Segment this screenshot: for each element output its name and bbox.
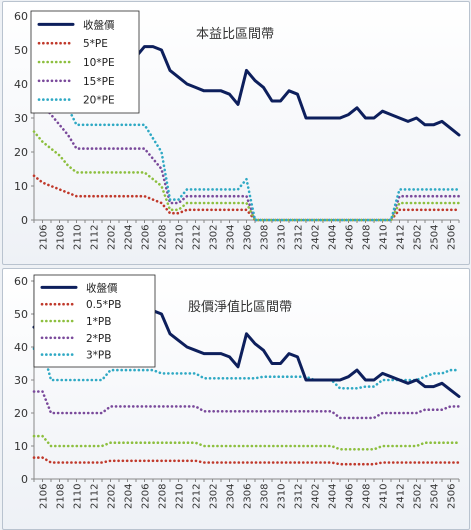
x-tick-label: 2208 [158,484,169,509]
legend-label-0: 收盤價 [86,281,118,294]
x-tick-label: 2304 [226,225,237,250]
x-tick-label: 2202 [107,484,118,509]
x-tick-label: 2502 [413,225,424,250]
y-tick-label: 40 [14,341,28,354]
x-tick-label: 2306 [243,484,254,509]
x-tick-label: 2108 [56,225,67,250]
y-tick-label: 10 [14,180,28,193]
x-tick-label: 2208 [158,225,169,250]
legend-label-3: 15*PE [83,76,115,88]
y-tick-label: 30 [14,112,28,125]
x-tick-label: 2108 [56,484,67,509]
x-tick-label: 2308 [260,484,271,509]
series-line-3 [32,390,461,420]
x-tick-label: 2406 [345,225,356,250]
chart-title: 本益比區間帶 [196,27,274,42]
series-line-3 [32,86,461,222]
x-tick-label: 2206 [141,484,152,509]
y-tick-label: 60 [14,275,28,288]
series-line-4 [32,347,461,390]
legend-label-4: 20*PE [83,95,115,107]
series-line-1 [32,456,461,466]
legend-label-0: 收盤價 [83,18,115,31]
y-tick-label: 60 [14,10,28,23]
y-tick-label: 0 [21,473,28,486]
legend-label-3: 2*PB [86,333,111,345]
x-tick-label: 2402 [311,225,322,250]
x-tick-label: 2212 [192,225,203,250]
y-tick-label: 20 [14,407,28,420]
y-tick-label: 0 [21,214,28,227]
series-line-4 [32,41,461,222]
x-tick-label: 2312 [294,225,305,250]
legend-label-4: 3*PB [86,350,111,362]
x-tick-label: 2206 [141,225,152,250]
x-tick-label: 2504 [430,484,441,509]
x-tick-label: 2110 [73,484,84,509]
x-tick-label: 2210 [175,484,186,509]
x-tick-label: 2210 [175,225,186,250]
x-tick-label: 2408 [362,484,373,509]
x-tick-label: 2204 [124,225,135,250]
x-tick-label: 2204 [124,484,135,509]
x-tick-label: 2202 [107,225,118,250]
x-tick-label: 2106 [39,225,50,250]
x-tick-label: 2412 [396,484,407,509]
x-tick-label: 2410 [379,225,390,250]
x-tick-label: 2312 [294,484,305,509]
x-tick-label: 2406 [345,484,356,509]
x-tick-label: 2302 [209,225,220,250]
x-tick-label: 2106 [39,484,50,509]
x-tick-label: 2308 [260,225,271,250]
x-tick-label: 2404 [328,484,339,509]
x-tick-label: 2112 [90,225,101,250]
y-tick-label: 50 [14,308,28,321]
x-tick-label: 2112 [90,484,101,509]
chart-title: 股價淨值比區間帶 [188,299,292,315]
legend-label-1: 0.5*PB [86,299,121,311]
legend-label-2: 10*PE [83,57,115,69]
x-tick-label: 2404 [328,225,339,250]
x-tick-label: 2504 [430,225,441,250]
x-tick-label: 2506 [447,484,458,509]
pb-band-chart: 0 10 20 30 40 50 60 2106 2108 2110 2112 2202 2204 220… [14,274,461,509]
legend-label-1: 5*PE [83,38,108,50]
pe-band-chart-panel: 0 10 20 30 40 50 60 2106 2108 2110 2112 2202 2204 220… [2,1,470,265]
y-tick-label: 10 [14,440,28,453]
x-tick-label: 2506 [447,225,458,250]
x-tick-label: 2306 [243,225,254,250]
x-tick-label: 2502 [413,484,424,509]
y-tick-label: 40 [14,78,28,91]
series-line-2 [32,434,461,451]
legend-label-2: 1*PB [86,316,111,328]
y-tick-label: 50 [14,44,28,57]
x-tick-label: 2110 [73,225,84,250]
x-tick-label: 2412 [396,225,407,250]
y-tick-label: 20 [14,146,28,159]
pe-band-chart: 0 10 20 30 40 50 60 2106 2108 2110 2112 2202 2204 220… [14,10,461,250]
x-tick-label: 2408 [362,225,373,250]
x-tick-label: 2410 [379,484,390,509]
x-tick-label: 2302 [209,484,220,509]
x-tick-label: 2212 [192,484,203,509]
x-tick-label: 2402 [311,484,322,509]
pb-band-chart-panel: 0 10 20 30 40 50 60 2106 2108 2110 2112 2202 2204 220… [2,268,470,530]
x-tick-label: 2310 [277,484,288,509]
x-tick-label: 2310 [277,225,288,250]
series-line-2 [32,130,461,222]
y-tick-label: 30 [14,374,28,387]
x-tick-label: 2304 [226,484,237,509]
